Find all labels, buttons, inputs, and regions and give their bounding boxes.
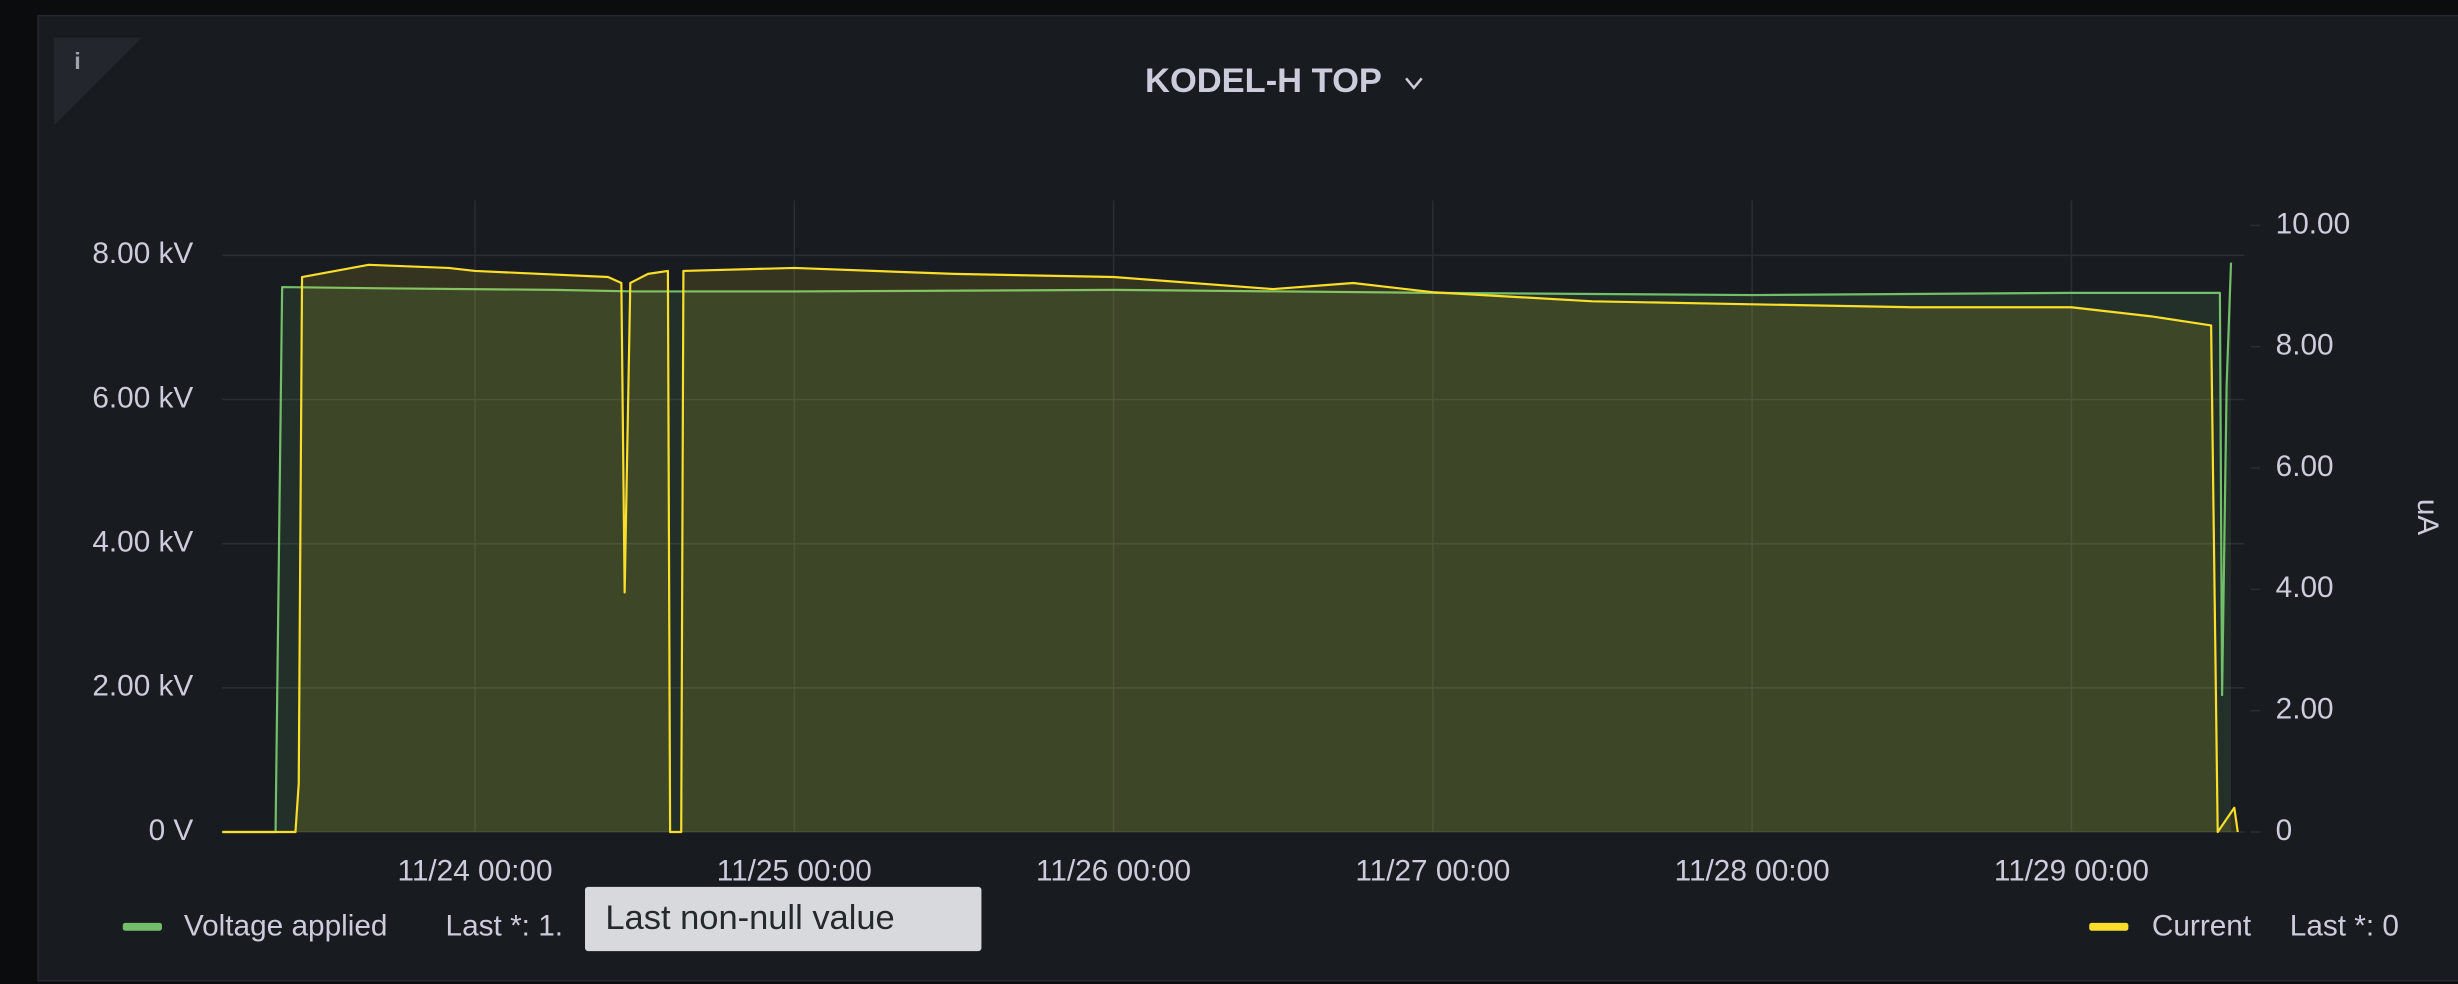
y2-tick-label: 2.00 xyxy=(2276,693,2334,726)
legend-value: Last *: 1. xyxy=(446,909,563,942)
legend-name[interactable]: Current xyxy=(2152,909,2252,942)
legend-value: Last *: 0 xyxy=(2290,909,2399,942)
series-line xyxy=(222,263,2239,834)
y2-tick-label: 4.00 xyxy=(2276,571,2334,604)
y2-tick-label: 10.00 xyxy=(2276,207,2351,240)
x-tick-label: 11/24 00:00 xyxy=(398,855,553,888)
y-tick-label: 4.00 kV xyxy=(92,526,193,559)
series-line xyxy=(222,262,2233,834)
panel-title[interactable]: KODEL-H TOP xyxy=(1145,62,1382,100)
x-tick-label: 11/29 00:00 xyxy=(1994,855,2149,888)
tooltip-text: Last non-null value xyxy=(605,899,894,937)
x-tick-label: 11/26 00:00 xyxy=(1036,855,1191,888)
x-tick-label: 11/27 00:00 xyxy=(1355,855,1510,888)
y2-tick-label: 0 xyxy=(2276,814,2293,847)
x-tick-label: 11/25 00:00 xyxy=(717,855,872,888)
legend-swatch xyxy=(122,922,162,931)
panel xyxy=(37,14,2458,982)
x-tick-label: 11/28 00:00 xyxy=(1675,855,1830,888)
y-tick-label: 8.00 kV xyxy=(92,237,193,270)
title-chevron[interactable] xyxy=(1405,77,1423,90)
y-tick-label: 6.00 kV xyxy=(92,381,193,414)
y-tick-label: 0 V xyxy=(149,814,194,847)
series-area xyxy=(222,262,2232,833)
info-icon[interactable]: i xyxy=(74,48,81,74)
y2-tick-label: 8.00 xyxy=(2276,329,2334,362)
legend-name[interactable]: Voltage applied xyxy=(184,909,388,942)
y2-tick-label: 6.00 xyxy=(2276,450,2334,483)
series-area xyxy=(222,264,2238,833)
legend-swatch xyxy=(2089,922,2129,931)
y-tick-label: 2.00 kV xyxy=(92,670,193,703)
tooltip-box xyxy=(585,886,982,952)
y2-axis-label: uA xyxy=(2411,499,2444,536)
